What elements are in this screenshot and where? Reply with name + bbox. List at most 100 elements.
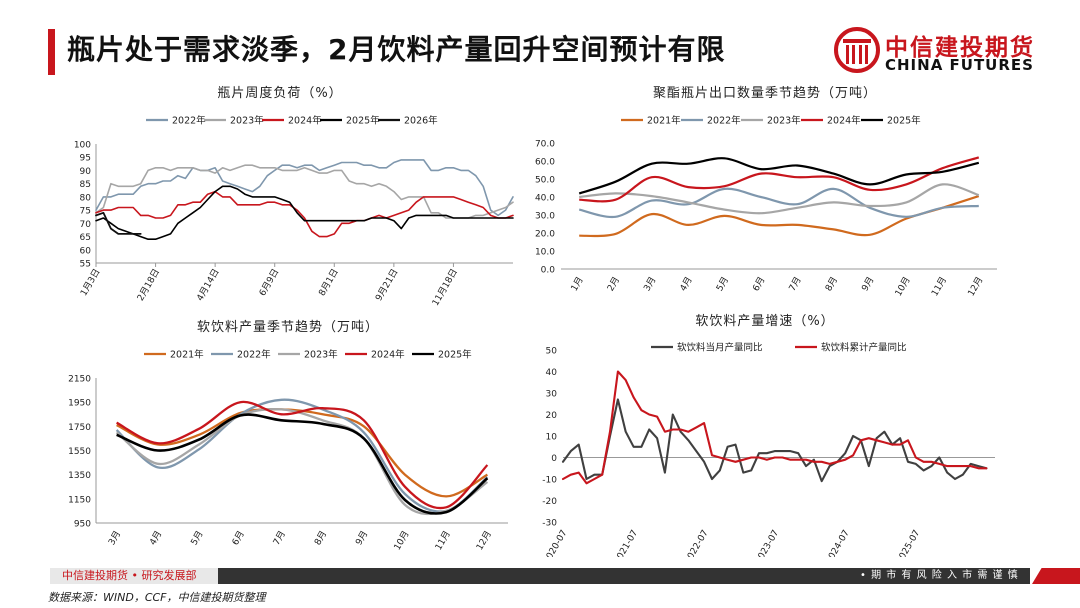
y-tick-label: 85 [80,180,91,190]
company-logo: 中信建投期货 CHINA FUTURES [833,26,1033,78]
series-line-1 [561,370,988,485]
title-accent-bar [48,29,55,75]
legend-label: 软饮料当月产量同比 [677,342,763,354]
x-tick-label: 10月 [893,275,913,298]
x-tick-label: 10月 [392,529,412,552]
y-tick-label: 30.0 [535,212,555,222]
x-tick-label: 11月 [433,529,453,552]
x-tick-label: 4月 [678,275,695,293]
x-tick-label: 6月 [751,275,768,293]
chart-title: 聚酯瓶片出口数量季节趋势（万吨） [653,85,877,101]
series-line-2022年 [95,159,514,217]
x-tick-label: 2月18日 [135,267,162,303]
x-tick-label: 9月 [860,275,877,293]
legend-label: 2022年 [172,115,206,127]
y-tick-label: 50.0 [535,176,555,186]
x-tick-label: 11月18日 [430,267,460,308]
x-tick-label: 12月 [966,275,986,298]
citic-emblem-icon [834,27,880,73]
x-tick-label: 12月 [474,529,494,552]
series-line-2023年 [115,408,489,516]
legend-label: 2025年 [887,115,921,127]
legend-label: 2023年 [304,349,338,361]
y-tick-label: 55 [80,260,91,270]
x-tick-label: 2020-07 [542,529,569,558]
legend-label: 2022年 [707,115,741,127]
series-line-2022年 [115,398,489,513]
footer-org-panel [50,568,218,584]
legend-label: 2023年 [230,115,264,127]
x-tick-label: 8月 [312,529,329,547]
footer-org-label: 中信建投期货 • 研究发展部 [62,569,197,582]
series-line-2023年 [95,164,514,219]
x-tick-label: 6月9日 [257,267,281,298]
series-line-2025年 [116,413,489,515]
logo-english-name: CHINA FUTURES [885,56,1034,74]
footer-red-tab [1032,568,1080,584]
x-tick-label: 11月 [929,275,949,298]
series-line-0 [561,398,988,483]
legend-label: 2022年 [237,349,271,361]
x-tick-label: 9月21日 [373,267,400,303]
x-tick-label: 9月 [354,529,371,547]
y-tick-label: 95 [80,154,91,164]
legend-label: 2024年 [827,115,861,127]
y-tick-label: 0.0 [541,266,556,276]
x-tick-label: 4月14日 [195,267,222,303]
x-tick-label: 2022-07 [683,529,710,558]
legend-label: 2024年 [371,349,405,361]
legend-label: 2025年 [346,115,380,127]
data-source-note: 数据来源：WIND，CCF，中信建投期货整理 [48,591,266,604]
y-tick-label: 75 [80,207,91,217]
x-tick-label: 2021-07 [613,529,640,558]
footer-bar [50,568,1030,584]
x-tick-label: 7月 [787,275,804,293]
y-tick-label: 1950 [68,399,91,409]
x-tick-label: 2023-07 [754,529,781,558]
chart-title: 瓶片周度负荷（%） [217,85,342,101]
x-tick-label: 6月 [230,529,247,547]
y-tick-label: 40 [546,368,558,378]
series-line-2025年 [95,185,514,240]
y-tick-label: 10.0 [535,248,555,258]
legend-label: 2025年 [438,349,472,361]
y-tick-label: 50 [546,347,558,357]
y-tick-label: 2150 [68,375,91,385]
y-tick-label: 40.0 [535,194,555,204]
y-tick-label: 80 [80,193,92,203]
y-tick-label: 0 [551,454,557,464]
y-tick-label: 10 [546,433,558,443]
x-tick-label: 1月3日 [78,267,102,298]
y-tick-label: 950 [74,520,91,530]
y-tick-label: 1150 [68,495,91,505]
chart-title: 软饮料产量增速（%） [695,314,834,329]
legend-label: 2024年 [288,115,322,127]
y-tick-label: 70.0 [535,140,555,150]
legend-label: 2021年 [170,349,204,361]
logo-chinese-name: 中信建投期货 [885,35,1035,61]
x-tick-label: 2025-07 [895,529,922,558]
y-tick-label: 65 [80,233,91,243]
x-tick-label: 7月 [271,529,288,547]
soft-drink-yoy-chart: 软饮料产量增速（%） 软饮料当月产量同比 软饮料累计产量同比 -30 -20 -10 0 10… [542,314,995,558]
legend-label: 2026年 [404,115,438,127]
x-tick-label: 5月 [189,529,206,547]
y-tick-label: -10 [542,476,557,486]
series-line-2026年 [95,211,142,235]
y-tick-label: 30 [546,390,558,400]
x-tick-label: 3月 [106,529,123,547]
series-line-2024年 [579,156,980,203]
x-tick-label: 8月 [823,275,840,293]
series-line-2024年 [116,400,489,510]
x-tick-label: 5月 [714,275,731,293]
legend-label: 软饮料累计产量同比 [821,342,907,354]
y-tick-label: -30 [542,519,557,529]
y-tick-label: 60.0 [535,158,555,168]
pet-export-chart: 聚酯瓶片出口数量季节趋势（万吨） 2021年 2022年 2023年 2024年 2025… [535,85,997,298]
series-line-2024年 [95,190,514,238]
y-tick-label: 1350 [68,471,91,481]
y-tick-label: -20 [542,497,557,507]
y-tick-label: 90 [80,167,92,177]
series-line-2025年 [578,157,980,195]
page-title: 瓶片处于需求淡季，2月饮料产量回升空间预计有限 [67,33,726,66]
